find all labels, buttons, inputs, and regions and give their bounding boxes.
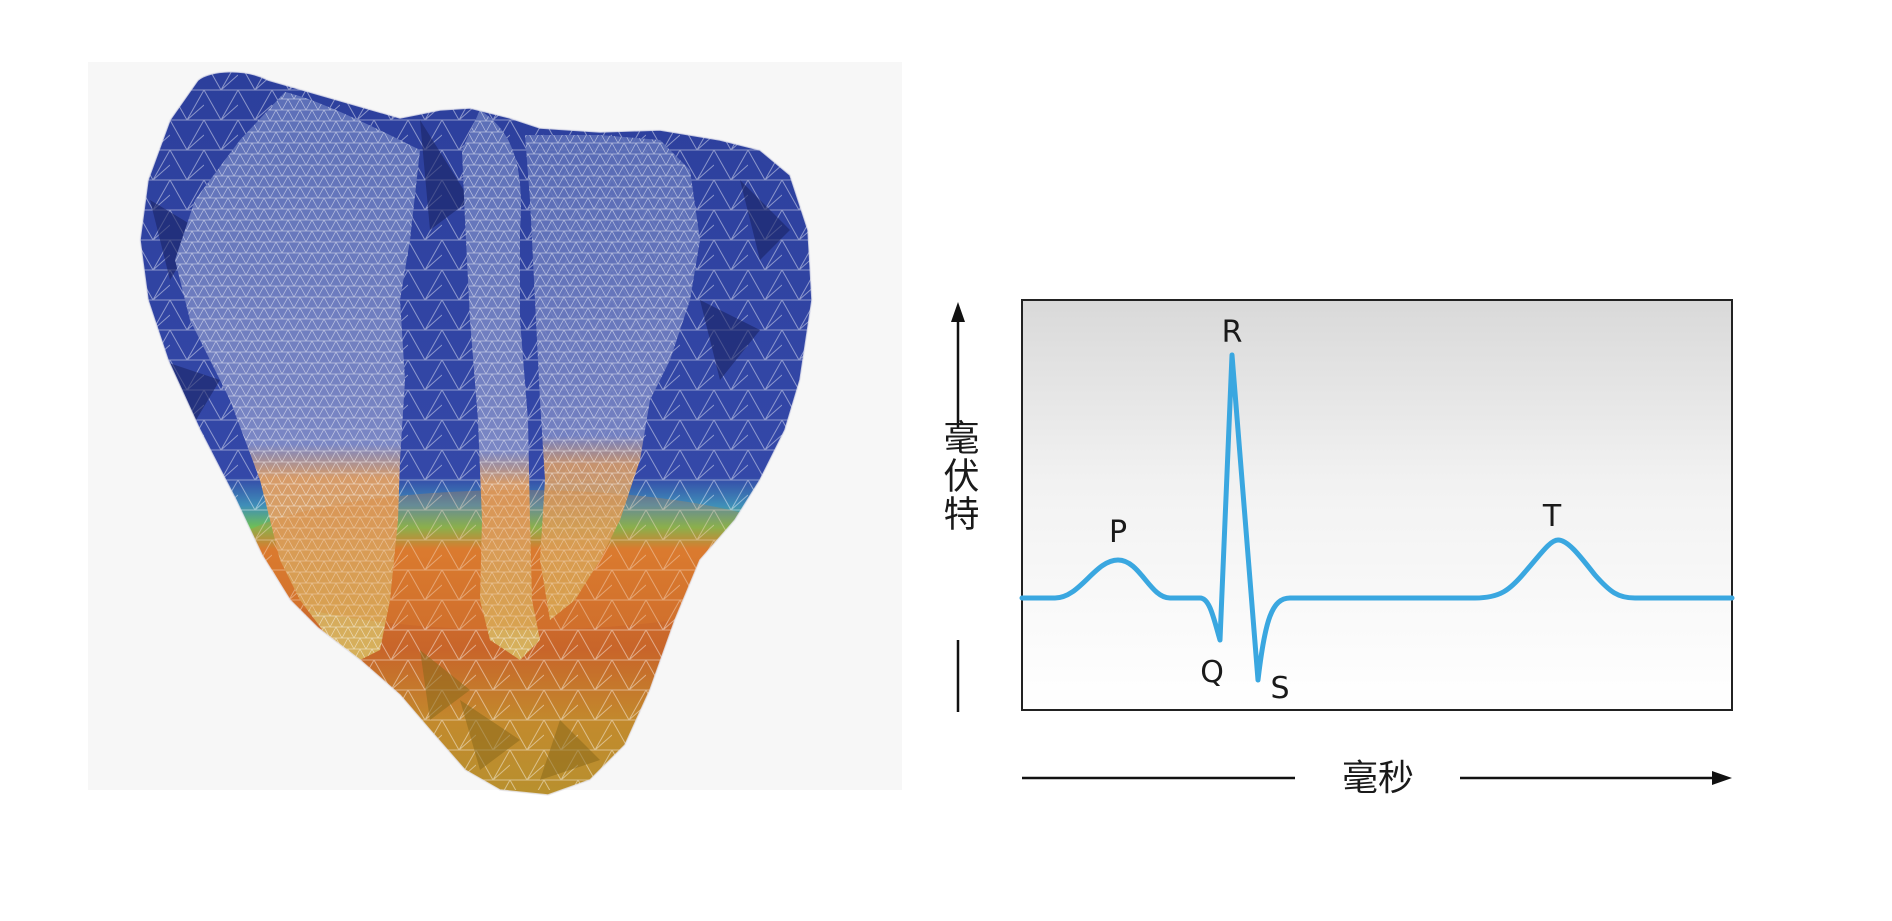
ecg-plot-area xyxy=(1021,299,1733,711)
x-axis-arrowhead xyxy=(1712,771,1732,785)
wave-label-r: R xyxy=(1222,315,1243,350)
ecg-trace xyxy=(1019,352,1735,683)
y-axis: 毫伏特 xyxy=(938,302,979,712)
heart-mesh-panel xyxy=(88,62,902,796)
wave-label-p: P xyxy=(1109,515,1127,550)
y-axis-label: 毫伏特 xyxy=(938,419,979,533)
y-axis-arrowhead xyxy=(951,302,965,322)
x-axis: 毫秒 xyxy=(1022,758,1732,799)
x-axis-label: 毫秒 xyxy=(1342,758,1414,799)
ecg-diagram: P Q R S T 毫伏特 毫秒 xyxy=(938,299,1735,799)
wave-label-q: Q xyxy=(1200,655,1224,690)
wave-label-t: T xyxy=(1542,499,1562,534)
wave-label-s: S xyxy=(1270,671,1289,706)
